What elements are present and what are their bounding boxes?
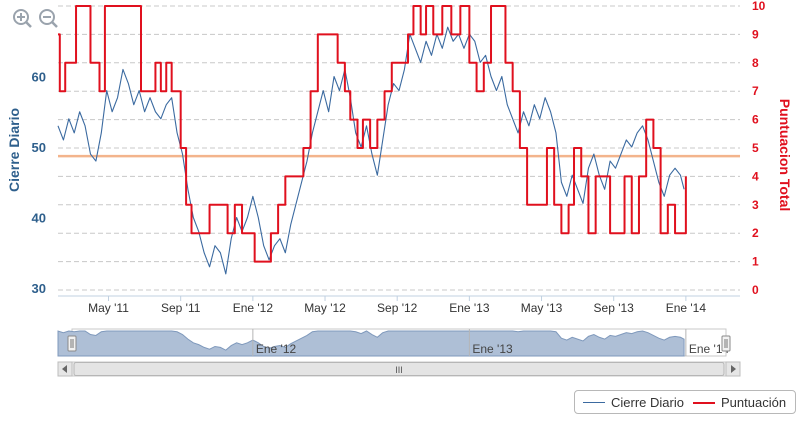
y-right-tick-label: 10	[752, 0, 766, 13]
plot-area: 0 1 2 3 4 5 6 7 8 9 10 30 40 50 60 May '11 Sep '11 Ene '1…	[32, 0, 766, 315]
zoom-out-icon	[39, 9, 58, 28]
y-right-tick-label: 0	[752, 283, 759, 297]
y-right-axis-label: Puntuacion Total	[777, 99, 793, 212]
scroll-left-arrow-icon	[62, 365, 67, 373]
series-line-puntuacion	[58, 5, 687, 263]
y-right-tick-label: 3	[752, 198, 759, 212]
navigator-label: Ene '14	[689, 342, 730, 356]
x-tick-label: Sep '13	[594, 301, 635, 315]
zoom-in-button[interactable]	[13, 9, 32, 28]
y-right-tick-label: 9	[752, 27, 759, 41]
y-right-tick-label: 2	[752, 226, 759, 240]
navigator-label: Ene '12	[256, 342, 297, 356]
y-left-tick-label: 30	[32, 281, 46, 296]
legend-item-puntuacion[interactable]: Puntuación	[693, 395, 786, 410]
y-right-tick-label: 1	[752, 255, 759, 269]
legend-line-icon	[693, 401, 715, 404]
y-right-tick-label: 6	[752, 113, 759, 127]
y-right-tick-label: 7	[752, 84, 759, 98]
x-tick-label: May '12	[304, 301, 346, 315]
x-tick-label: Sep '11	[161, 301, 201, 315]
legend: Cierre Diario Puntuación	[574, 390, 796, 414]
scrollbar-thumb-grip: III	[395, 365, 403, 375]
scrollbar-thumb[interactable]	[73, 362, 725, 376]
x-tick-label: May '13	[521, 301, 563, 315]
navigator-handle-right[interactable]	[721, 335, 731, 352]
legend-label: Cierre Diario	[611, 395, 684, 410]
x-tick-label: Ene '14	[666, 301, 707, 315]
navigator[interactable]: Ene '12 Ene '13 Ene '14	[57, 328, 731, 357]
scrollbar[interactable]: III	[57, 361, 741, 377]
y-left-tick-label: 60	[32, 70, 46, 85]
zoom-in-icon	[13, 9, 32, 28]
legend-label: Puntuación	[721, 395, 787, 410]
series-line-cierre-diario	[57, 26, 685, 275]
y-right-tick-label: 5	[752, 141, 759, 155]
x-tick-label: Ene '13	[449, 301, 490, 315]
y-right-tick-label: 4	[752, 169, 759, 183]
navigator-label: Ene '13	[472, 342, 513, 356]
y-left-axis-label: Cierre Diario	[6, 108, 22, 192]
zoom-out-button[interactable]	[39, 9, 58, 28]
navigator-handle-left[interactable]	[67, 335, 77, 352]
legend-line-icon	[583, 402, 605, 403]
x-tick-label: Ene '12	[233, 301, 274, 315]
legend-item-cierre-diario[interactable]: Cierre Diario	[583, 395, 684, 410]
y-right-tick-label: 8	[752, 56, 759, 70]
navigator-area	[57, 330, 685, 357]
x-tick-label: Sep '12	[377, 301, 418, 315]
scroll-right-arrow-icon	[731, 365, 736, 373]
x-tick-label: May '11	[88, 301, 129, 315]
y-left-tick-label: 50	[32, 140, 46, 155]
y-left-tick-label: 40	[32, 211, 46, 226]
